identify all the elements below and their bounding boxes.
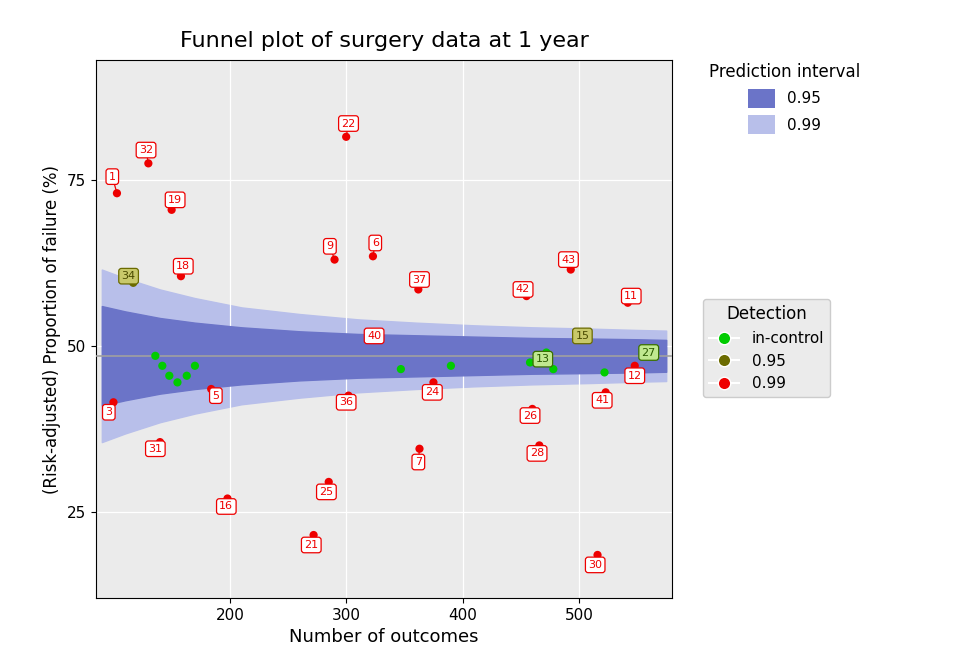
Text: 18: 18 bbox=[177, 261, 190, 271]
Point bbox=[518, 291, 534, 302]
Text: 11: 11 bbox=[624, 291, 638, 301]
Point bbox=[545, 364, 561, 374]
Text: 27: 27 bbox=[641, 347, 656, 358]
Point bbox=[412, 444, 427, 454]
Point bbox=[321, 476, 336, 487]
Point bbox=[148, 351, 163, 362]
Point bbox=[364, 327, 379, 338]
Point bbox=[597, 367, 612, 378]
Point bbox=[339, 132, 354, 142]
Point bbox=[173, 271, 188, 282]
Point bbox=[187, 360, 203, 371]
Point bbox=[532, 440, 547, 451]
Point bbox=[306, 530, 322, 540]
Text: 1: 1 bbox=[108, 171, 116, 181]
Point bbox=[365, 251, 380, 261]
Point bbox=[426, 377, 442, 388]
Point bbox=[620, 297, 636, 308]
Point bbox=[155, 360, 170, 371]
Text: 30: 30 bbox=[588, 560, 602, 570]
Point bbox=[643, 347, 659, 358]
Point bbox=[522, 357, 538, 368]
Point bbox=[539, 347, 554, 358]
Text: 6: 6 bbox=[372, 238, 379, 248]
Point bbox=[370, 331, 385, 341]
Title: Funnel plot of surgery data at 1 year: Funnel plot of surgery data at 1 year bbox=[180, 31, 588, 50]
Point bbox=[180, 370, 195, 381]
Text: 15: 15 bbox=[575, 331, 589, 341]
Legend: in-control, 0.95, 0.99: in-control, 0.95, 0.99 bbox=[703, 299, 830, 397]
Text: 40: 40 bbox=[367, 331, 381, 341]
Text: 37: 37 bbox=[413, 274, 426, 284]
Point bbox=[326, 254, 342, 265]
Point bbox=[161, 370, 177, 381]
Text: 34: 34 bbox=[122, 271, 135, 281]
Text: 26: 26 bbox=[523, 411, 537, 421]
Point bbox=[170, 377, 185, 388]
Point bbox=[525, 404, 540, 415]
Text: 36: 36 bbox=[339, 397, 353, 407]
Text: 42: 42 bbox=[516, 284, 530, 294]
Text: 3: 3 bbox=[106, 407, 112, 417]
Text: 19: 19 bbox=[168, 195, 182, 205]
Text: 28: 28 bbox=[530, 448, 544, 458]
Point bbox=[341, 390, 356, 401]
Text: 12: 12 bbox=[628, 371, 642, 381]
X-axis label: Number of outcomes: Number of outcomes bbox=[289, 628, 479, 646]
Point bbox=[109, 188, 125, 199]
Point bbox=[126, 278, 141, 288]
Text: 21: 21 bbox=[304, 540, 319, 550]
Text: 32: 32 bbox=[139, 145, 153, 155]
Text: 7: 7 bbox=[415, 457, 421, 467]
Text: 22: 22 bbox=[342, 118, 355, 128]
Point bbox=[220, 493, 235, 504]
Point bbox=[598, 387, 613, 398]
Point bbox=[153, 437, 168, 448]
Point bbox=[564, 264, 579, 275]
Text: 31: 31 bbox=[149, 444, 162, 454]
Text: 16: 16 bbox=[219, 501, 233, 511]
Point bbox=[106, 397, 121, 408]
Point bbox=[394, 364, 409, 374]
Y-axis label: (Risk-adjusted) Proportion of failure (%): (Risk-adjusted) Proportion of failure (%… bbox=[43, 165, 61, 494]
Point bbox=[141, 158, 156, 169]
Point bbox=[627, 360, 642, 371]
Text: 9: 9 bbox=[326, 241, 333, 251]
Text: 5: 5 bbox=[212, 390, 219, 401]
Text: 25: 25 bbox=[320, 487, 333, 497]
Point bbox=[204, 384, 219, 394]
Point bbox=[164, 204, 180, 215]
Text: 24: 24 bbox=[425, 387, 440, 397]
Point bbox=[444, 360, 459, 371]
Point bbox=[577, 331, 592, 341]
Text: 43: 43 bbox=[562, 255, 575, 265]
Point bbox=[589, 550, 605, 560]
Text: 41: 41 bbox=[595, 395, 610, 405]
Text: 13: 13 bbox=[536, 354, 550, 364]
Point bbox=[411, 284, 426, 295]
